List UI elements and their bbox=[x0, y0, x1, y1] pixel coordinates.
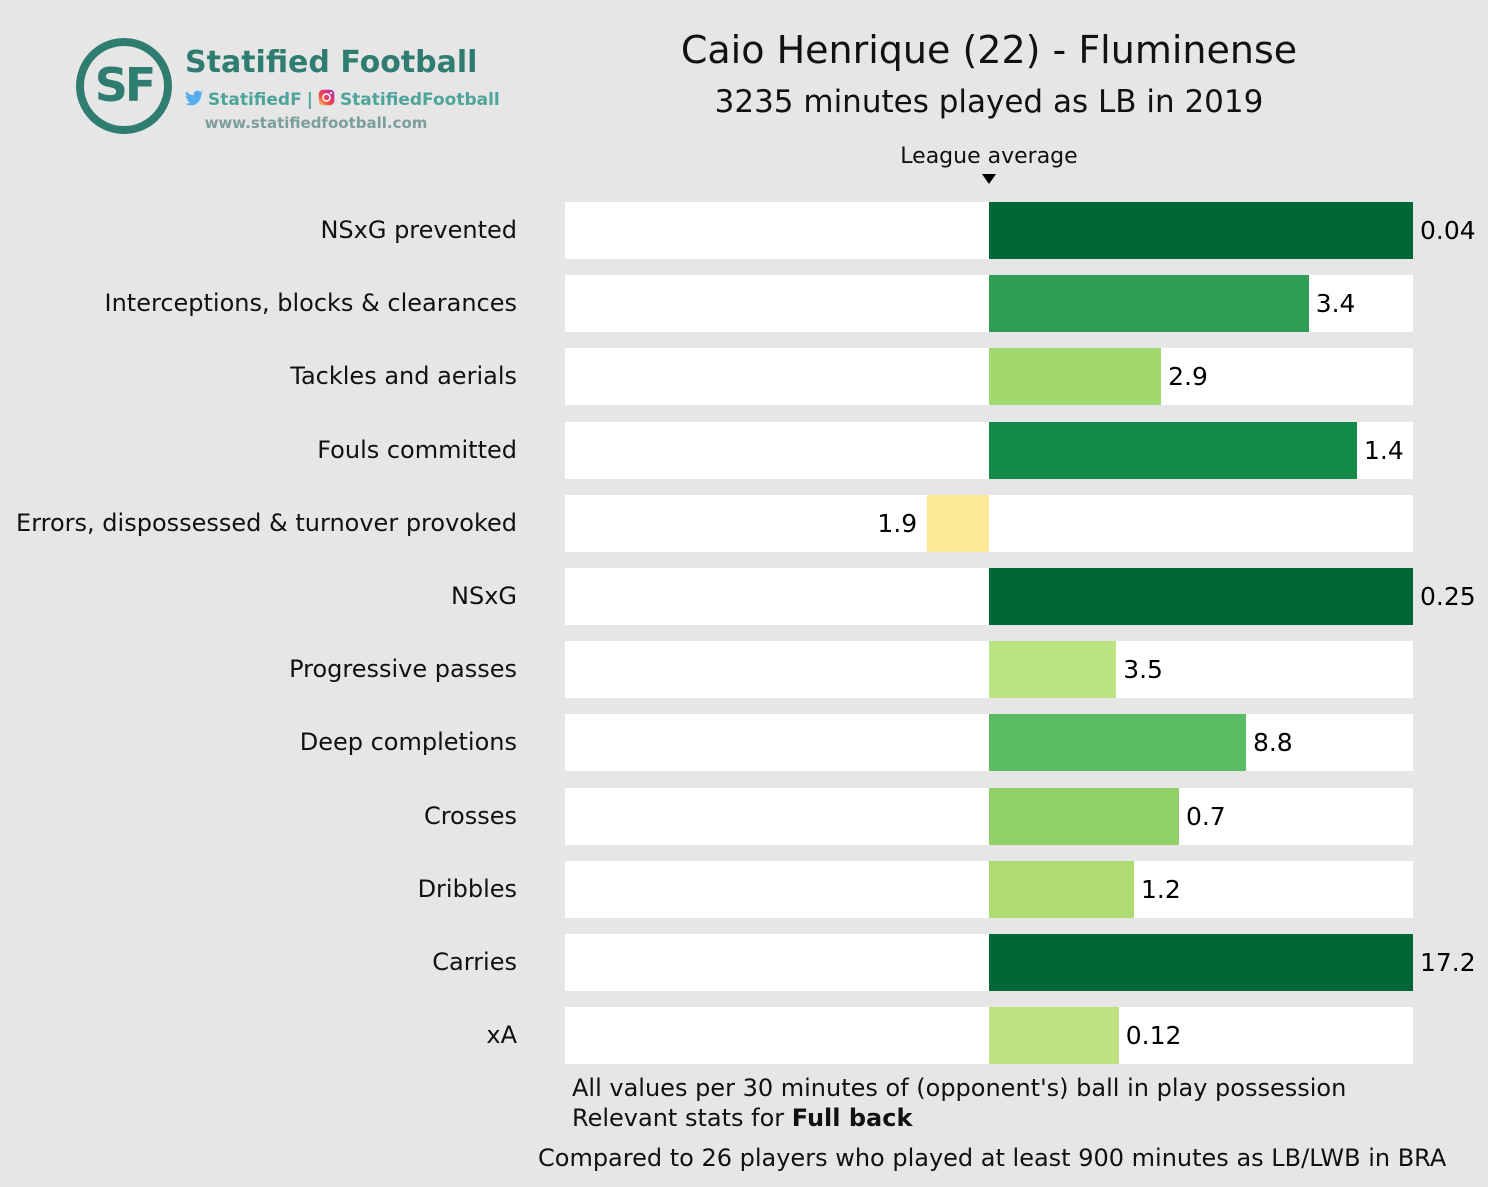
bar-track: 0.04 bbox=[565, 202, 1476, 259]
row-label: Crosses bbox=[423, 801, 517, 830]
chart-row: Interceptions, blocks & clearances 3.4 bbox=[0, 275, 1488, 333]
bar-value: 17.2 bbox=[1420, 948, 1476, 977]
brand-website: www.statifiedfootball.com bbox=[204, 114, 428, 132]
row-label: Interceptions, blocks & clearances bbox=[104, 289, 517, 318]
bar-value: 2.9 bbox=[1168, 362, 1208, 392]
bar bbox=[989, 1007, 1119, 1065]
brand-name: Statified Football bbox=[185, 45, 478, 80]
chart-row: Fouls committed 1.4 bbox=[0, 421, 1488, 479]
twitter-icon bbox=[185, 90, 203, 111]
bar bbox=[989, 714, 1246, 772]
bar-value: 8.8 bbox=[1252, 728, 1293, 758]
bar-value: 0.7 bbox=[1185, 801, 1226, 831]
brand-logo: SF bbox=[76, 38, 172, 134]
instagram-handle: StatifiedFootball bbox=[339, 90, 500, 110]
bar-track: 1.9 bbox=[565, 494, 1413, 552]
bar bbox=[989, 348, 1162, 406]
bar bbox=[989, 860, 1134, 918]
bar bbox=[989, 421, 1358, 479]
chart-row: NSxG 0.25 bbox=[0, 568, 1488, 625]
footnote-position-bold: Full back bbox=[791, 1104, 913, 1132]
page-title: Caio Henrique (22) - Fluminense bbox=[680, 28, 1298, 72]
bar-track: 0.7 bbox=[565, 787, 1413, 845]
twitter-handle: StatifiedF bbox=[208, 90, 302, 110]
bar-track: 3.4 bbox=[565, 275, 1413, 333]
row-label: xA bbox=[486, 1021, 517, 1050]
bar-value: 3.5 bbox=[1123, 655, 1163, 685]
bar-value: 1.4 bbox=[1364, 435, 1404, 465]
bar-value: 3.4 bbox=[1315, 289, 1356, 319]
row-label: Fouls committed bbox=[317, 435, 517, 464]
bar-track: 3.5 bbox=[565, 641, 1413, 699]
chart-row: xA 0.12 bbox=[0, 1007, 1488, 1065]
footnote-relevant-prefix: Relevant stats for bbox=[572, 1104, 792, 1132]
bar-track: 1.2 bbox=[565, 860, 1413, 918]
instagram-icon bbox=[318, 89, 335, 111]
bar bbox=[927, 494, 989, 552]
brand-social-row: StatifiedF | StatifiedFootball bbox=[185, 89, 500, 111]
chart-row: Carries 17.2 bbox=[0, 934, 1488, 991]
page-subtitle: 3235 minutes played as LB in 2019 bbox=[714, 84, 1264, 120]
chart-row: Tackles and aerials 2.9 bbox=[0, 348, 1488, 406]
bar-track: 2.9 bbox=[565, 348, 1413, 406]
footnote-values-basis: All values per 30 minutes of (opponent's… bbox=[572, 1074, 1347, 1102]
row-label: Dribbles bbox=[417, 874, 517, 903]
bar-track: 1.4 bbox=[565, 421, 1413, 479]
brand-block: Statified Football StatifiedF | Statifie… bbox=[185, 45, 500, 132]
bar bbox=[989, 641, 1117, 699]
footnote-relevant-stats: Relevant stats for Full back bbox=[572, 1104, 912, 1132]
bar bbox=[989, 787, 1179, 845]
row-label: Carries bbox=[432, 948, 517, 976]
chart-row: Deep completions 8.8 bbox=[0, 714, 1488, 772]
league-average-label: League average bbox=[900, 144, 1078, 169]
bar-track: 0.25 bbox=[565, 568, 1476, 625]
chart-row: Progressive passes 3.5 bbox=[0, 641, 1488, 699]
chart-row: NSxG prevented 0.04 bbox=[0, 202, 1488, 259]
bar bbox=[989, 202, 1413, 259]
bar-track: 0.12 bbox=[565, 1007, 1413, 1065]
bar-value: 0.04 bbox=[1420, 216, 1476, 245]
league-average-marker-icon bbox=[982, 174, 996, 184]
row-label: NSxG prevented bbox=[320, 216, 517, 244]
bar-track: 8.8 bbox=[565, 714, 1413, 772]
row-label: Progressive passes bbox=[289, 655, 517, 684]
row-label: NSxG bbox=[451, 582, 517, 610]
bar bbox=[989, 568, 1413, 625]
bar-value: 0.12 bbox=[1125, 1021, 1182, 1051]
chart-row: Errors, dispossessed & turnover provoked… bbox=[0, 494, 1488, 552]
brand-logo-initials: SF bbox=[94, 58, 157, 112]
bar-value: 1.2 bbox=[1141, 874, 1181, 904]
bar-value: 0.25 bbox=[1420, 582, 1476, 611]
social-separator: | bbox=[306, 90, 313, 110]
bar-value: 1.9 bbox=[877, 508, 918, 538]
row-label: Tackles and aerials bbox=[290, 362, 517, 391]
bar bbox=[989, 275, 1309, 333]
row-label: Errors, dispossessed & turnover provoked bbox=[16, 508, 517, 537]
bar bbox=[989, 934, 1413, 991]
row-label: Deep completions bbox=[299, 728, 517, 757]
footnote-comparison: Compared to 26 players who played at lea… bbox=[538, 1144, 1447, 1172]
chart-row: Dribbles 1.2 bbox=[0, 860, 1488, 918]
chart-row: Crosses 0.7 bbox=[0, 787, 1488, 845]
bar-track: 17.2 bbox=[565, 934, 1476, 991]
